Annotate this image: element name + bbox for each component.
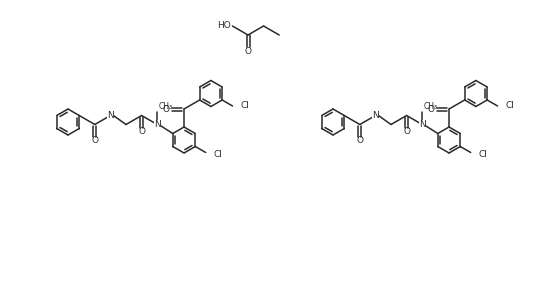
Text: O: O [138, 127, 145, 136]
Text: O: O [244, 46, 251, 55]
Text: O: O [91, 136, 98, 145]
Text: O: O [162, 104, 169, 113]
Text: Cl: Cl [506, 102, 514, 110]
Text: N: N [107, 111, 114, 120]
Text: HO: HO [217, 22, 230, 30]
Text: CH₃: CH₃ [158, 102, 172, 111]
Text: CH₃: CH₃ [423, 102, 437, 111]
Text: O: O [427, 104, 434, 113]
Text: Cl: Cl [479, 150, 488, 159]
Text: Cl: Cl [241, 102, 249, 110]
Text: N: N [372, 111, 379, 120]
Text: O: O [403, 127, 410, 136]
Text: N: N [419, 120, 426, 129]
Text: N: N [154, 120, 161, 129]
Text: Cl: Cl [214, 150, 223, 159]
Text: O: O [356, 136, 363, 145]
